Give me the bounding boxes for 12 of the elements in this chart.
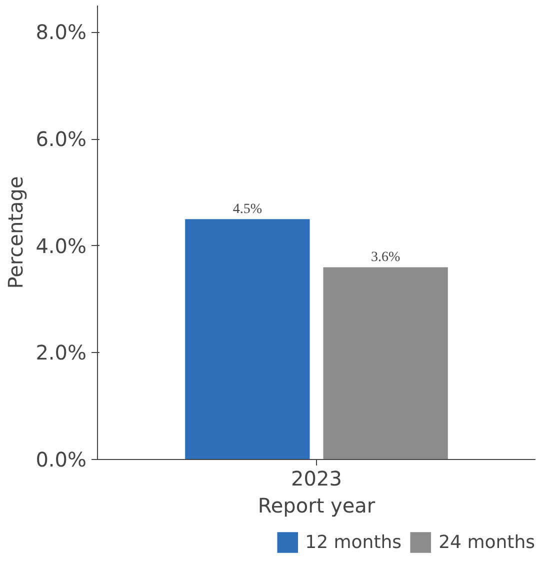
- legend-label: 24 months: [438, 532, 535, 552]
- data-label: 3.6%: [370, 250, 400, 266]
- data-label: 4.5%: [232, 202, 262, 218]
- y-tick-label: 8.0%: [36, 20, 86, 44]
- y-axis-title: Percentage: [4, 176, 28, 289]
- y-tick-label: 6.0%: [36, 127, 86, 152]
- y-tick-label: 2.0%: [36, 340, 86, 365]
- x-axis-title: Report year: [258, 494, 376, 518]
- legend-label: 12 months: [305, 532, 402, 552]
- x-tick-label: 2023: [291, 466, 342, 490]
- y-tick-label: 0.0%: [36, 448, 86, 472]
- y-tick-label: 4.0%: [36, 234, 86, 258]
